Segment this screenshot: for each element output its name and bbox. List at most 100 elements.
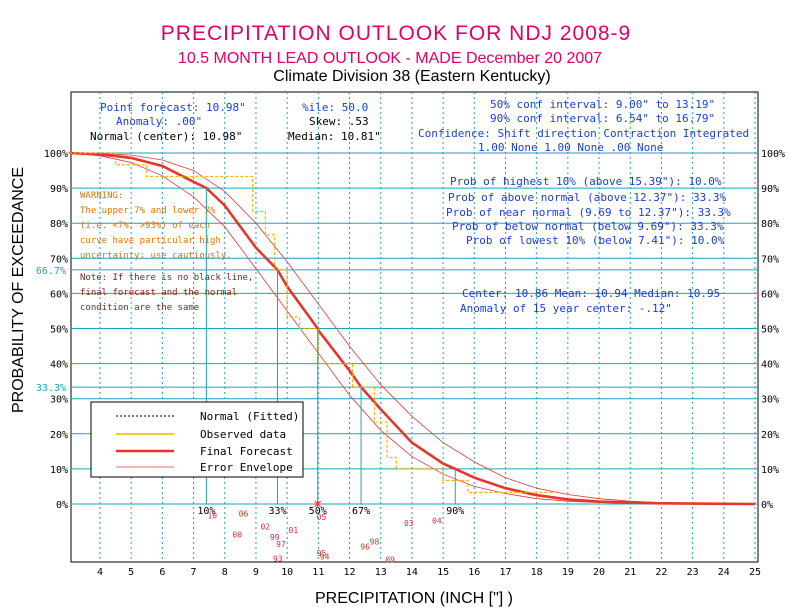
y-tick-label-left: 70% [50,254,68,265]
legend-normal: Normal (Fitted) [200,410,299,423]
conf-header: Confidence: Shift direction Contraction … [418,127,749,140]
grid [71,92,758,562]
anomaly-15yr: Anomaly of 15 year center: -.12" [460,302,672,315]
year-label: 97 [276,540,286,549]
x-tick-label: 15 [437,567,449,578]
precipitation-chart: PRECIPITATION OUTLOOK FOR NDJ 2008-9 10.… [0,0,792,612]
warning-line: uncertainty; use cautiously. [80,251,232,261]
conf-50: 50% conf interval: 9.00" to 13.19" [490,98,715,111]
y-tick-label-right: 0% [761,500,773,511]
x-tick-label: 23 [687,567,699,578]
y-axis-title: PROBABILITY OF EXCEEDANCE [10,167,27,413]
note-line: final forecast and the normal [80,288,237,298]
x-tick-label: 19 [562,567,574,578]
probabilities-block: Prob of highest 10% (above 15.39"): 10.0… [446,175,731,247]
x-tick-label: 25 [749,567,761,578]
x-tick-label: 9 [253,567,259,578]
anomaly: Anomaly: .00" [116,115,202,128]
x-tick-label: 16 [468,567,480,578]
legend-envelope: Error Envelope [200,461,293,474]
x-tick-label: 7 [191,567,197,578]
legend: Normal (Fitted) Observed data Final Fore… [91,402,303,477]
percentile-label: 90% [446,506,464,517]
y-tick-label-right: 20% [761,430,779,441]
x-tick-label: 21 [624,567,636,578]
y-tick-label-left: 60% [50,289,68,300]
percentile-label: 33% [268,506,286,517]
y-tick-label-left: 100% [44,149,68,160]
stats-mid: %ile: 50.0 Skew: .53 Median: 10.81" [288,101,381,143]
legend-observed: Observed data [200,428,286,441]
year-label: 01 [289,526,299,535]
prob-above: Prob of above normal (above 12.37"): 33.… [448,191,727,204]
climate-division: Climate Division 38 (Eastern Kentucky) [273,68,550,85]
prob-lowest: Prob of lowest 10% (below 7.41"): 10.0% [466,234,725,247]
x-tick-label: 17 [499,567,511,578]
y-tick-label-left: 90% [50,184,68,195]
warning-line: curve have particular high [80,236,221,246]
year-label: 93 [273,555,283,564]
tercile-label: 33.3% [36,383,66,394]
y-tick-label-right: 80% [761,219,779,230]
percentile-label: 67% [352,506,370,517]
x-tick-label: 20 [593,567,605,578]
x-tick-label: 5 [128,567,134,578]
y-tick-label-right: 90% [761,184,779,195]
tercile-label: 66.7% [36,266,66,277]
year-label: 05 [317,513,327,522]
median: Median: 10.81" [288,130,381,143]
plot-frame [71,92,758,562]
conf-90: 90% conf interval: 6.54" to 16.79" [490,112,715,125]
year-label: 98 [370,538,380,547]
x-tick-label: 14 [406,567,418,578]
warning-line: (i.e. <7%, >93%) of each [80,221,210,231]
y-tick-label-left: 10% [50,465,68,476]
point-forecast: Point forecast: 10.98" [100,101,246,114]
year-label: 94 [320,552,330,561]
y-tick-label-left: 40% [50,360,68,371]
warning-block: WARNING: The upper 7% and lower 7% (i.e.… [80,191,232,261]
year-label: 03 [404,519,414,528]
warning-line: WARNING: [80,191,123,201]
year-label: 09 [385,555,395,564]
year-label: 04 [432,516,442,525]
y-tick-label-right: 70% [761,254,779,265]
prob-near: Prob of near normal (9.69 to 12.37"): 33… [446,206,731,219]
x-tick-label: 4 [97,567,103,578]
y-tick-label-right: 40% [761,360,779,371]
x-tick-label: 8 [222,567,228,578]
center-stats: Center: 10.86 Mean: 10.94 Median: 10.95 [462,287,720,300]
normal-center: Normal (center): 10.98" [90,130,242,143]
center-star-marker [314,500,322,508]
percentile: %ile: 50.0 [302,101,368,114]
stats-left: Point forecast: 10.98" Anomaly: .00" Nor… [90,101,246,143]
year-label: 02 [260,523,270,532]
center-block: Center: 10.86 Mean: 10.94 Median: 10.95 … [460,287,720,315]
prob-highest: Prob of highest 10% (above 15.39"): 10.0… [450,175,722,188]
x-tick-label: 13 [375,567,387,578]
y-tick-label-right: 60% [761,289,779,300]
x-tick-label: 12 [344,567,356,578]
legend-forecast: Final Forecast [200,445,293,458]
conf-values: 1.00 None 1.00 None .00 None [478,141,663,154]
x-tick-label: 6 [159,567,165,578]
y-tick-label-right: 10% [761,465,779,476]
confidence-block: 50% conf interval: 9.00" to 13.19" 90% c… [418,98,749,154]
note-block: Note: If there is no black line, final f… [80,273,253,313]
x-tick-label: 24 [718,567,730,578]
x-tick-label: 18 [531,567,543,578]
year-label: 00 [232,530,242,539]
y-tick-label-left: 50% [50,325,68,336]
chart-subtitle: 10.5 MONTH LEAD OUTLOOK - MADE December … [178,50,602,67]
y-tick-label-right: 50% [761,325,779,336]
prob-below: Prob of below normal (below 9.69"): 33.3… [452,220,724,233]
x-tick-label: 11 [312,567,324,578]
x-axis-title: PRECIPITATION (INCH ["] ) [315,590,513,607]
y-tick-label-right: 30% [761,395,779,406]
y-tick-label-right: 100% [761,149,785,160]
year-label: 10 [207,512,217,521]
x-tick-label: 22 [655,567,667,578]
x-tick-label: 10 [281,567,293,578]
y-tick-label-left: 20% [50,430,68,441]
